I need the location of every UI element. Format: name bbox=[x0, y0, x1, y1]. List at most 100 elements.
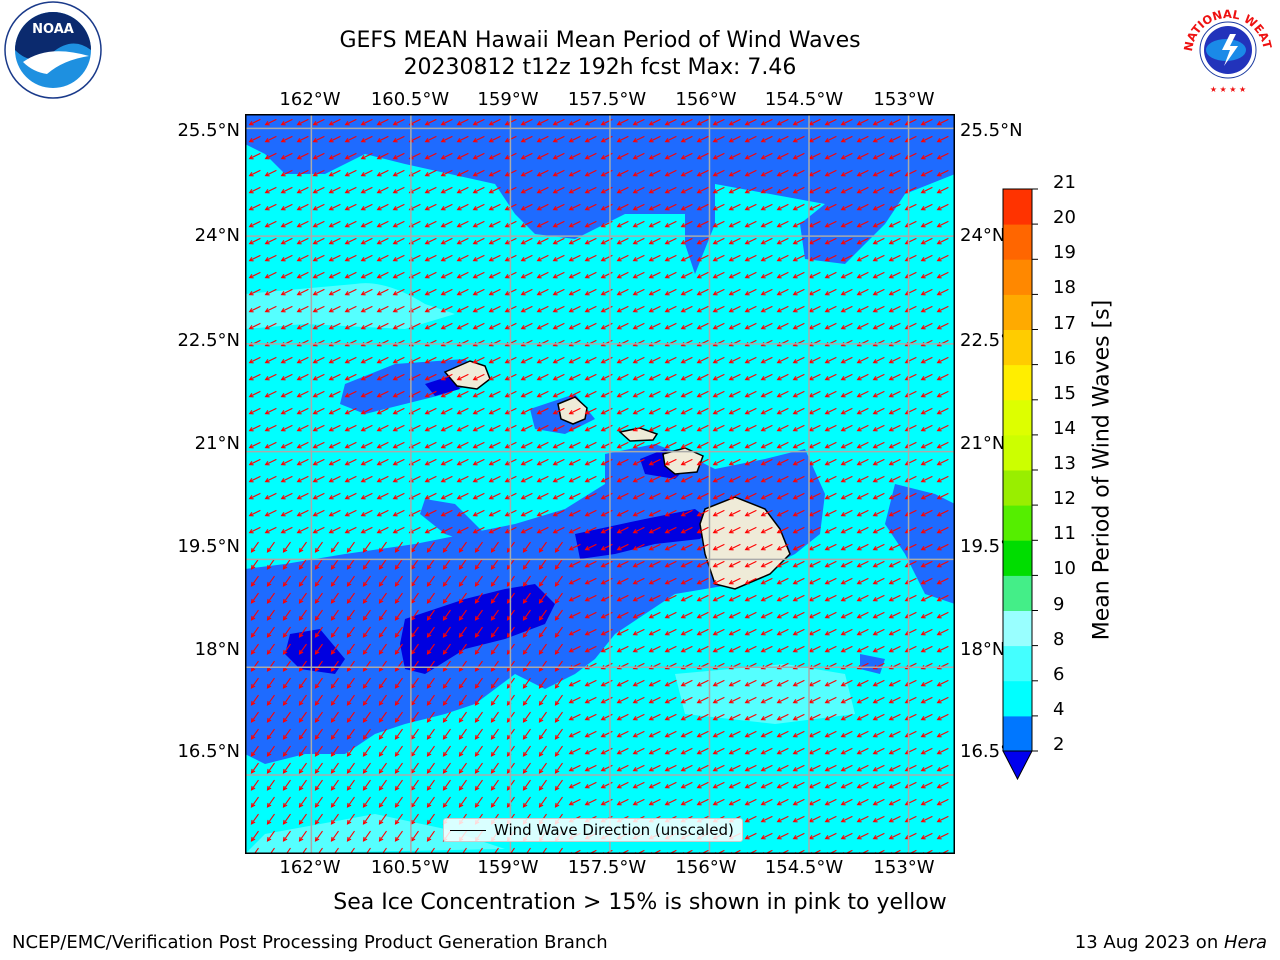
wave-direction-arrow bbox=[648, 781, 661, 789]
wave-direction-arrow bbox=[856, 645, 869, 653]
wave-direction-arrow bbox=[776, 526, 789, 534]
wave-direction-arrow bbox=[442, 660, 451, 672]
wave-direction-arrow bbox=[522, 677, 531, 689]
wave-direction-arrow bbox=[584, 220, 597, 228]
wave-direction-arrow bbox=[474, 779, 483, 791]
wave-direction-arrow bbox=[280, 373, 293, 381]
wave-direction-arrow bbox=[330, 745, 339, 757]
wave-direction-arrow bbox=[330, 558, 339, 570]
wave-direction-arrow bbox=[392, 373, 405, 381]
wave-direction-arrow bbox=[728, 356, 741, 364]
wave-direction-arrow bbox=[680, 526, 693, 534]
wave-direction-arrow bbox=[760, 747, 773, 755]
wave-direction-arrow bbox=[792, 288, 805, 296]
wave-direction-arrow bbox=[442, 728, 451, 740]
wave-direction-arrow bbox=[632, 577, 645, 585]
wave-direction-arrow bbox=[426, 592, 435, 604]
wave-direction-arrow bbox=[856, 169, 869, 177]
wave-direction-arrow bbox=[266, 592, 275, 604]
wave-direction-arrow bbox=[424, 169, 437, 177]
wave-direction-arrow bbox=[680, 458, 693, 466]
wave-direction-arrow bbox=[648, 407, 661, 415]
wave-direction-arrow bbox=[696, 373, 709, 381]
wave-direction-arrow bbox=[440, 254, 453, 262]
wave-direction-arrow bbox=[648, 543, 661, 551]
wave-direction-arrow bbox=[266, 609, 275, 621]
wave-direction-arrow bbox=[362, 813, 371, 825]
wave-direction-arrow bbox=[840, 781, 853, 789]
wave-direction-arrow bbox=[936, 798, 949, 806]
wave-direction-arrow bbox=[632, 322, 645, 330]
wave-direction-arrow bbox=[536, 135, 549, 143]
wave-direction-arrow bbox=[680, 135, 693, 143]
wave-direction-arrow bbox=[282, 626, 291, 638]
wave-direction-arrow bbox=[584, 645, 597, 653]
wave-direction-arrow bbox=[680, 730, 693, 738]
wave-direction-arrow bbox=[856, 798, 869, 806]
wave-direction-arrow bbox=[456, 203, 469, 211]
wave-direction-arrow bbox=[440, 186, 453, 194]
wave-direction-arrow bbox=[520, 118, 533, 126]
wave-direction-arrow bbox=[536, 237, 549, 245]
wave-direction-arrow bbox=[936, 237, 949, 245]
wave-direction-arrow bbox=[856, 220, 869, 228]
wave-direction-arrow bbox=[760, 169, 773, 177]
wave-direction-arrow bbox=[568, 577, 581, 585]
wave-direction-arrow bbox=[712, 288, 725, 296]
wave-direction-arrow bbox=[696, 696, 709, 704]
wave-direction-arrow bbox=[312, 526, 325, 534]
wave-direction-arrow bbox=[792, 305, 805, 313]
wave-direction-arrow bbox=[360, 322, 373, 330]
wave-direction-arrow bbox=[280, 492, 293, 500]
wave-direction-arrow bbox=[648, 679, 661, 687]
wave-direction-arrow bbox=[872, 441, 885, 449]
wave-direction-arrow bbox=[426, 558, 435, 570]
wave-direction-arrow bbox=[378, 609, 387, 621]
wave-direction-arrow bbox=[362, 592, 371, 604]
wave-direction-arrow bbox=[728, 373, 741, 381]
wave-direction-arrow bbox=[362, 779, 371, 791]
wave-direction-arrow bbox=[376, 390, 389, 398]
wave-direction-arrow bbox=[376, 254, 389, 262]
wave-direction-arrow bbox=[378, 626, 387, 638]
wave-direction-arrow bbox=[712, 254, 725, 262]
wave-direction-arrow bbox=[664, 696, 677, 704]
wave-direction-arrow bbox=[632, 220, 645, 228]
wave-direction-arrow bbox=[472, 441, 485, 449]
wave-direction-arrow bbox=[872, 492, 885, 500]
wave-direction-arrow bbox=[712, 747, 725, 755]
wave-direction-arrow bbox=[920, 747, 933, 755]
wave-direction-arrow bbox=[378, 711, 387, 723]
wave-direction-arrow bbox=[248, 152, 261, 160]
wave-direction-arrow bbox=[552, 305, 565, 313]
wave-direction-arrow bbox=[856, 696, 869, 704]
wave-direction-arrow bbox=[536, 203, 549, 211]
wave-direction-arrow bbox=[472, 356, 485, 364]
wave-direction-arrow bbox=[648, 798, 661, 806]
wave-direction-arrow bbox=[488, 390, 501, 398]
wave-direction-arrow bbox=[474, 711, 483, 723]
wave-direction-arrow bbox=[346, 558, 355, 570]
wave-direction-arrow bbox=[264, 373, 277, 381]
wave-direction-arrow bbox=[458, 677, 467, 689]
wave-direction-arrow bbox=[472, 492, 485, 500]
wave-direction-arrow bbox=[712, 407, 725, 415]
wave-direction-arrow bbox=[840, 237, 853, 245]
wave-direction-arrow bbox=[792, 730, 805, 738]
wave-direction-arrow bbox=[520, 441, 533, 449]
wave-direction-arrow bbox=[728, 645, 741, 653]
wave-direction-arrow bbox=[760, 373, 773, 381]
wave-direction-arrow bbox=[280, 458, 293, 466]
wave-direction-arrow bbox=[936, 152, 949, 160]
wave-direction-arrow bbox=[664, 645, 677, 653]
wave-direction-arrow bbox=[632, 645, 645, 653]
wave-direction-arrow bbox=[344, 288, 357, 296]
wave-direction-arrow bbox=[936, 594, 949, 602]
wave-direction-arrow bbox=[490, 609, 499, 621]
wave-direction-arrow bbox=[760, 679, 773, 687]
wave-direction-arrow bbox=[248, 135, 261, 143]
wave-direction-arrow bbox=[744, 390, 757, 398]
wave-direction-arrow bbox=[296, 526, 309, 534]
wave-direction-arrow bbox=[458, 575, 467, 587]
wave-direction-arrow bbox=[888, 152, 901, 160]
